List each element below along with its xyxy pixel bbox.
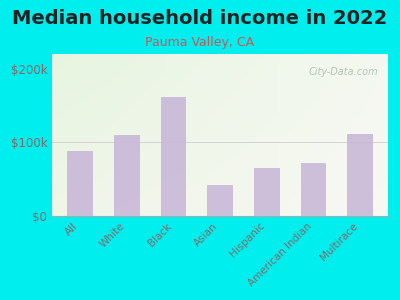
Text: Pauma Valley, CA: Pauma Valley, CA [146, 36, 254, 49]
Bar [67, 151, 93, 216]
Bar [114, 135, 140, 216]
Bar [254, 168, 280, 216]
Text: Median household income in 2022: Median household income in 2022 [12, 9, 388, 28]
Bar [207, 185, 233, 216]
Bar [347, 134, 373, 216]
Bar [300, 163, 326, 216]
Bar [160, 97, 186, 216]
Text: City-Data.com: City-Data.com [308, 67, 378, 77]
